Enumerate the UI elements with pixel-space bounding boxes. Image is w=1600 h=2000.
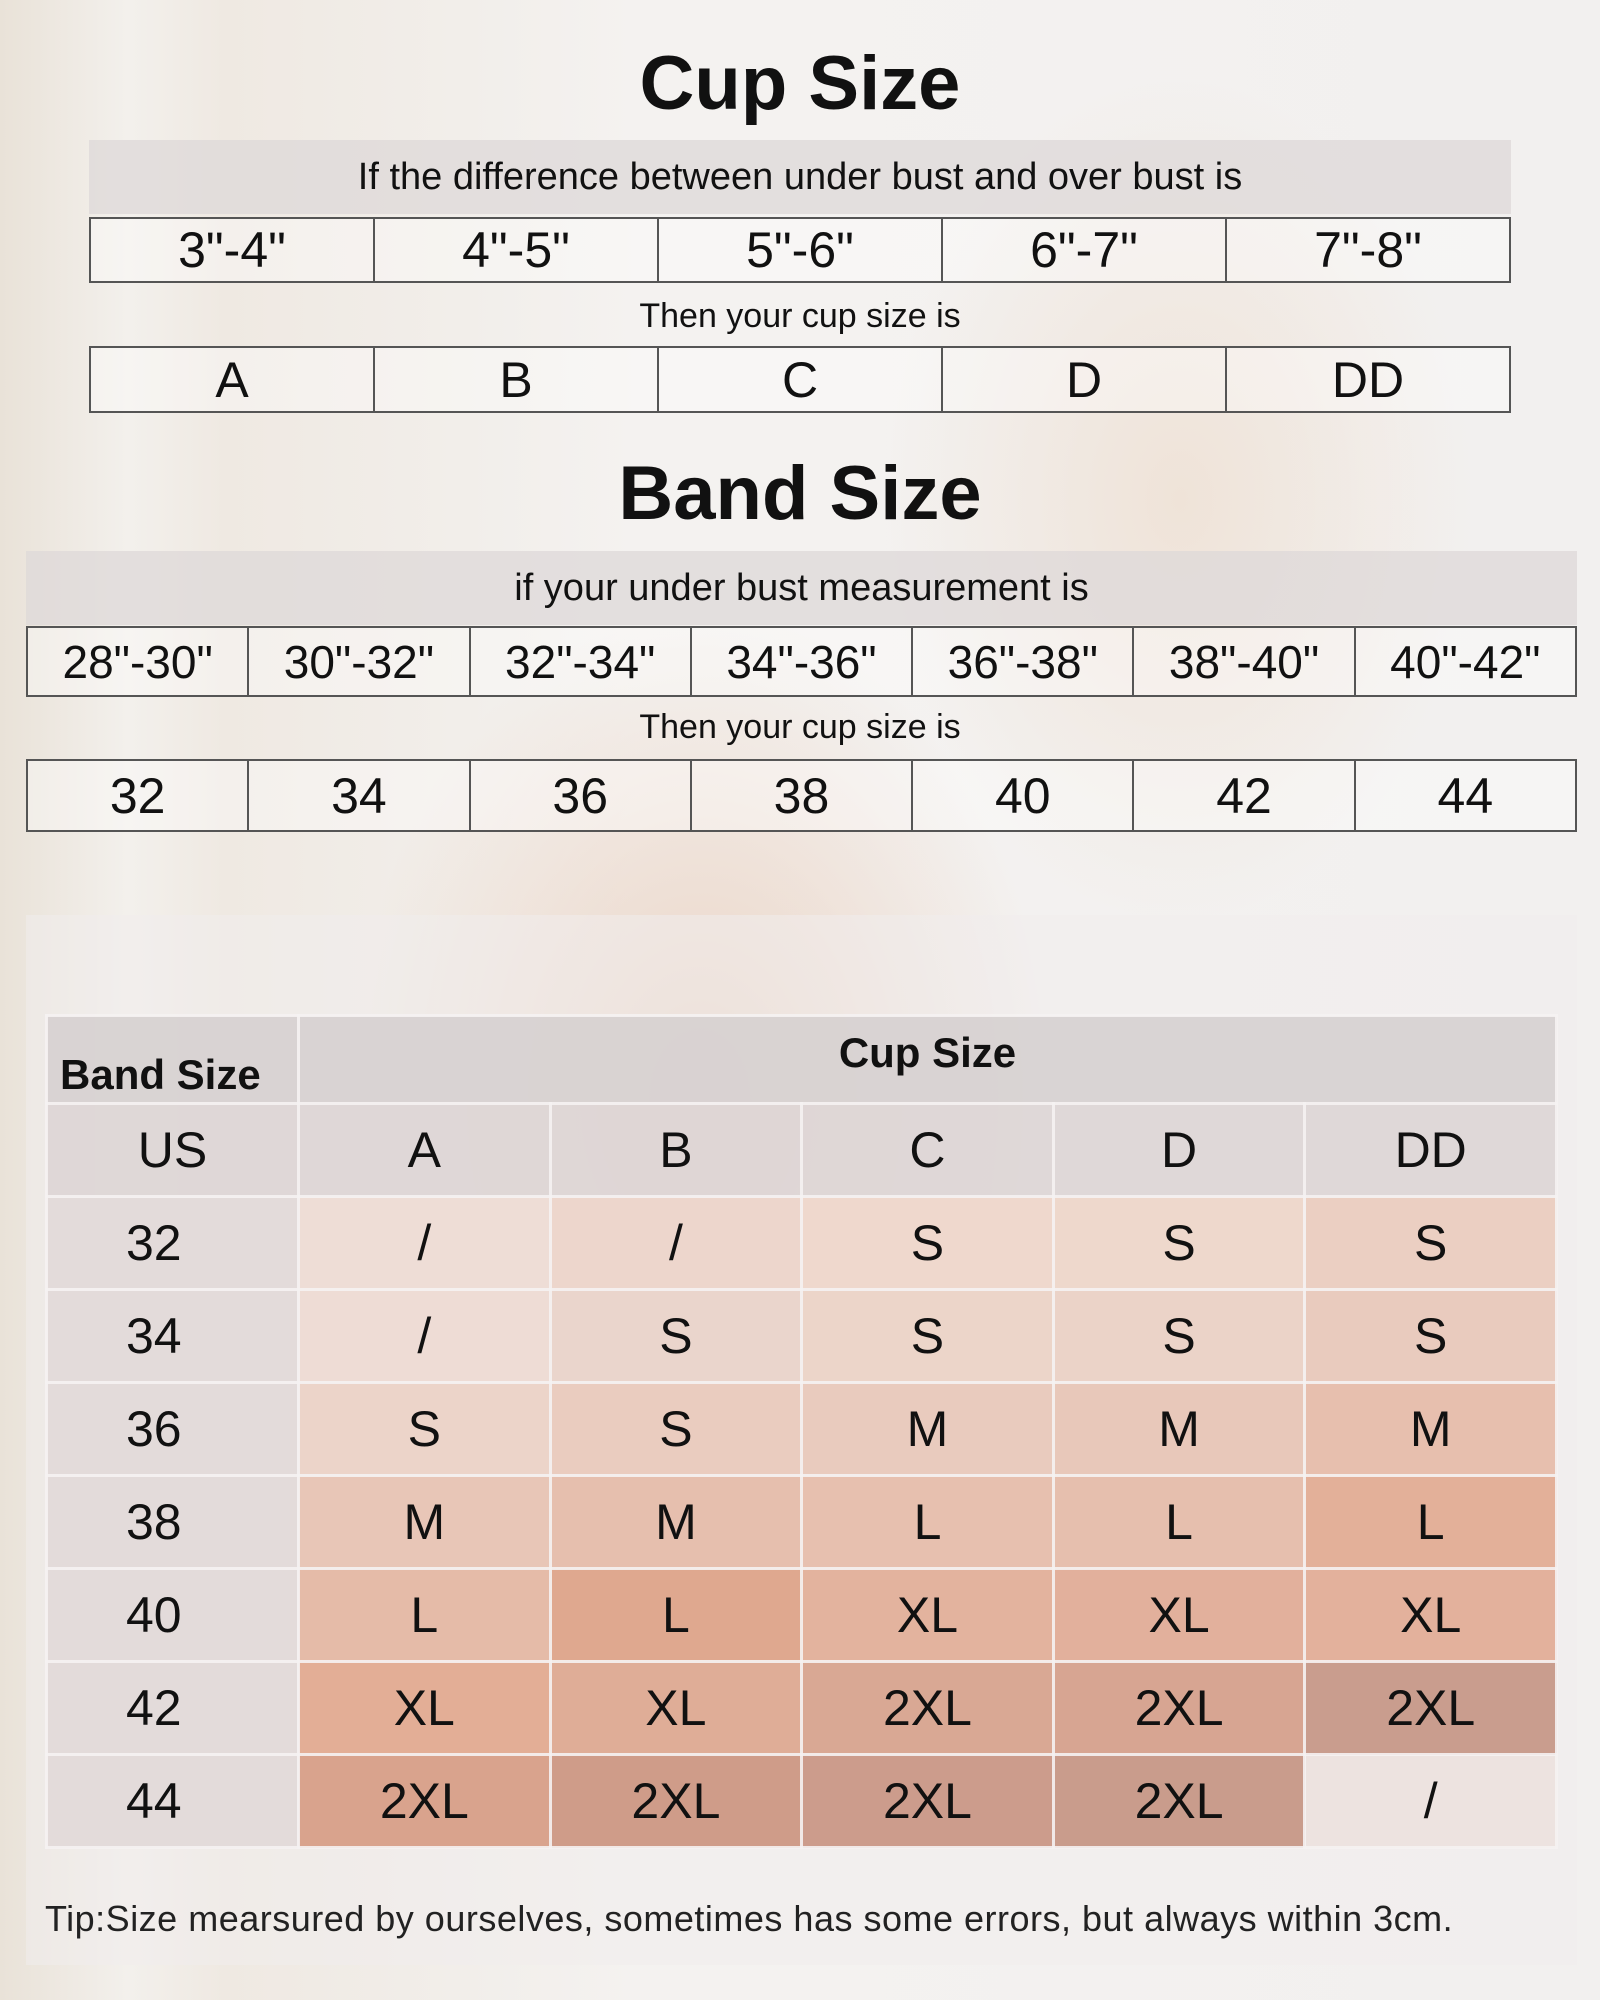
band-range-cell: 30"-32" xyxy=(249,628,471,695)
band-range-cell: 36"-38" xyxy=(913,628,1135,695)
band-prompt: if your under bust measurement is xyxy=(26,551,1577,625)
band-value-cell: 38 xyxy=(692,761,914,830)
size-cell: S xyxy=(1303,1195,1558,1291)
cup-letter-cell: A xyxy=(91,348,375,411)
column-header: D xyxy=(1051,1102,1307,1198)
table-row: 40 L L XL XL XL xyxy=(45,1567,1558,1663)
size-cell: S xyxy=(1051,1288,1307,1384)
band-then-label: Then your cup size is xyxy=(639,708,961,746)
table-row: 44 2XL 2XL 2XL 2XL / xyxy=(45,1753,1558,1849)
size-cell: M xyxy=(297,1474,552,1570)
tip-note: Tip:Size mearsured by ourselves, sometim… xyxy=(45,1898,1454,1939)
band-value-cell: 34 xyxy=(249,761,471,830)
band-size-header: Band Size xyxy=(45,1014,300,1105)
size-cell: M xyxy=(1051,1381,1307,1477)
band-cell: 32 xyxy=(45,1195,300,1291)
band-cell: 44 xyxy=(45,1753,300,1849)
size-cell: S xyxy=(800,1288,1055,1384)
size-cell: L xyxy=(548,1567,804,1663)
size-cell: S xyxy=(548,1381,804,1477)
size-cell: 2XL xyxy=(1303,1660,1558,1756)
size-cell: L xyxy=(800,1474,1055,1570)
size-cell: M xyxy=(1303,1381,1558,1477)
cup-range-cell: 6"-7" xyxy=(943,219,1227,281)
cup-prompt: If the difference between under bust and… xyxy=(89,140,1511,214)
cup-letter-cell: D xyxy=(943,348,1227,411)
size-cell: XL xyxy=(1051,1567,1307,1663)
band-cell: 42 xyxy=(45,1660,300,1756)
cup-size-header: Cup Size xyxy=(297,1014,1558,1105)
size-cell: S xyxy=(548,1288,804,1384)
band-cell: 34 xyxy=(45,1288,300,1384)
cup-range-cell: 4"-5" xyxy=(375,219,659,281)
band-size-title: Band Size xyxy=(618,451,982,536)
size-cell: 2XL xyxy=(1051,1660,1307,1756)
band-range-cell: 28"-30" xyxy=(28,628,250,695)
column-header: A xyxy=(297,1102,552,1198)
cup-letter-cell: B xyxy=(375,348,659,411)
cup-ranges-row: 3"-4" 4"-5" 5"-6" 6"-7" 7"-8" xyxy=(89,217,1511,283)
size-cell: L xyxy=(297,1567,552,1663)
band-value-cell: 40 xyxy=(913,761,1135,830)
size-cell: S xyxy=(1051,1195,1307,1291)
size-cell: XL xyxy=(297,1660,552,1756)
cup-letter-cell: C xyxy=(659,348,943,411)
cup-range-cell: 7"-8" xyxy=(1314,222,1422,278)
column-header: DD xyxy=(1303,1102,1558,1198)
size-cell: L xyxy=(1051,1474,1307,1570)
table-row: 36 S S M M M xyxy=(45,1381,1558,1477)
band-value-cell: 42 xyxy=(1134,761,1356,830)
band-range-cell: 34"-36" xyxy=(692,628,914,695)
size-cell: S xyxy=(297,1381,552,1477)
column-header: B xyxy=(548,1102,804,1198)
band-values-row: 32 34 36 38 40 42 44 xyxy=(26,759,1577,832)
column-header: C xyxy=(800,1102,1055,1198)
size-cell: / xyxy=(1303,1753,1558,1849)
size-cell: 2XL xyxy=(548,1753,804,1849)
size-cell: 2XL xyxy=(800,1753,1055,1849)
band-cell: 38 xyxy=(45,1474,300,1570)
size-cell: M xyxy=(800,1381,1055,1477)
size-cell: S xyxy=(800,1195,1055,1291)
size-table: Band Size Cup Size US A B C D DD 32// S S S 34/S S… xyxy=(45,1014,1558,1849)
band-range-cell: 38"-40" xyxy=(1134,628,1356,695)
size-cell: L xyxy=(1303,1474,1558,1570)
size-cell: XL xyxy=(800,1567,1055,1663)
size-cell: / xyxy=(297,1195,552,1291)
size-cell: 2XL xyxy=(297,1753,552,1849)
cup-letters-row: A B C D DD xyxy=(89,346,1511,413)
cup-letter-cell: DD xyxy=(1331,351,1405,408)
band-cell: 40 xyxy=(45,1567,300,1663)
column-header: US xyxy=(45,1102,300,1198)
cup-range-cell: 3"-4" xyxy=(91,219,375,281)
table-row: 32// S S S xyxy=(45,1195,1558,1291)
band-range-cell: 40"-42" xyxy=(1390,635,1541,688)
band-value-cell: 32 xyxy=(28,761,250,830)
size-cell: 2XL xyxy=(1051,1753,1307,1849)
table-row: 34/S S S S xyxy=(45,1288,1558,1384)
band-value-cell: 44 xyxy=(1437,767,1494,824)
band-range-cell: 32"-34" xyxy=(471,628,692,695)
cup-then-label: Then your cup size is xyxy=(639,297,961,335)
band-cell: 36 xyxy=(45,1381,300,1477)
size-cell: XL xyxy=(548,1660,804,1756)
size-cell: / xyxy=(297,1288,552,1384)
band-value-cell: 36 xyxy=(471,761,692,830)
cup-range-cell: 5"-6" xyxy=(659,219,943,281)
table-row: 38 M M L L L xyxy=(45,1474,1558,1570)
cup-size-title: Cup Size xyxy=(639,41,961,126)
size-cell: 2XL xyxy=(800,1660,1055,1756)
size-cell: / xyxy=(548,1195,804,1291)
table-row: 42 XL XL 2XL 2XL 2XL xyxy=(45,1660,1558,1756)
size-cell: S xyxy=(1303,1288,1558,1384)
band-ranges-row: 28"-30" 30"-32" 32"-34" 34"-36" 36"-38" 38"-4… xyxy=(26,626,1577,697)
size-cell: M xyxy=(548,1474,804,1570)
size-cell: XL xyxy=(1303,1567,1558,1663)
